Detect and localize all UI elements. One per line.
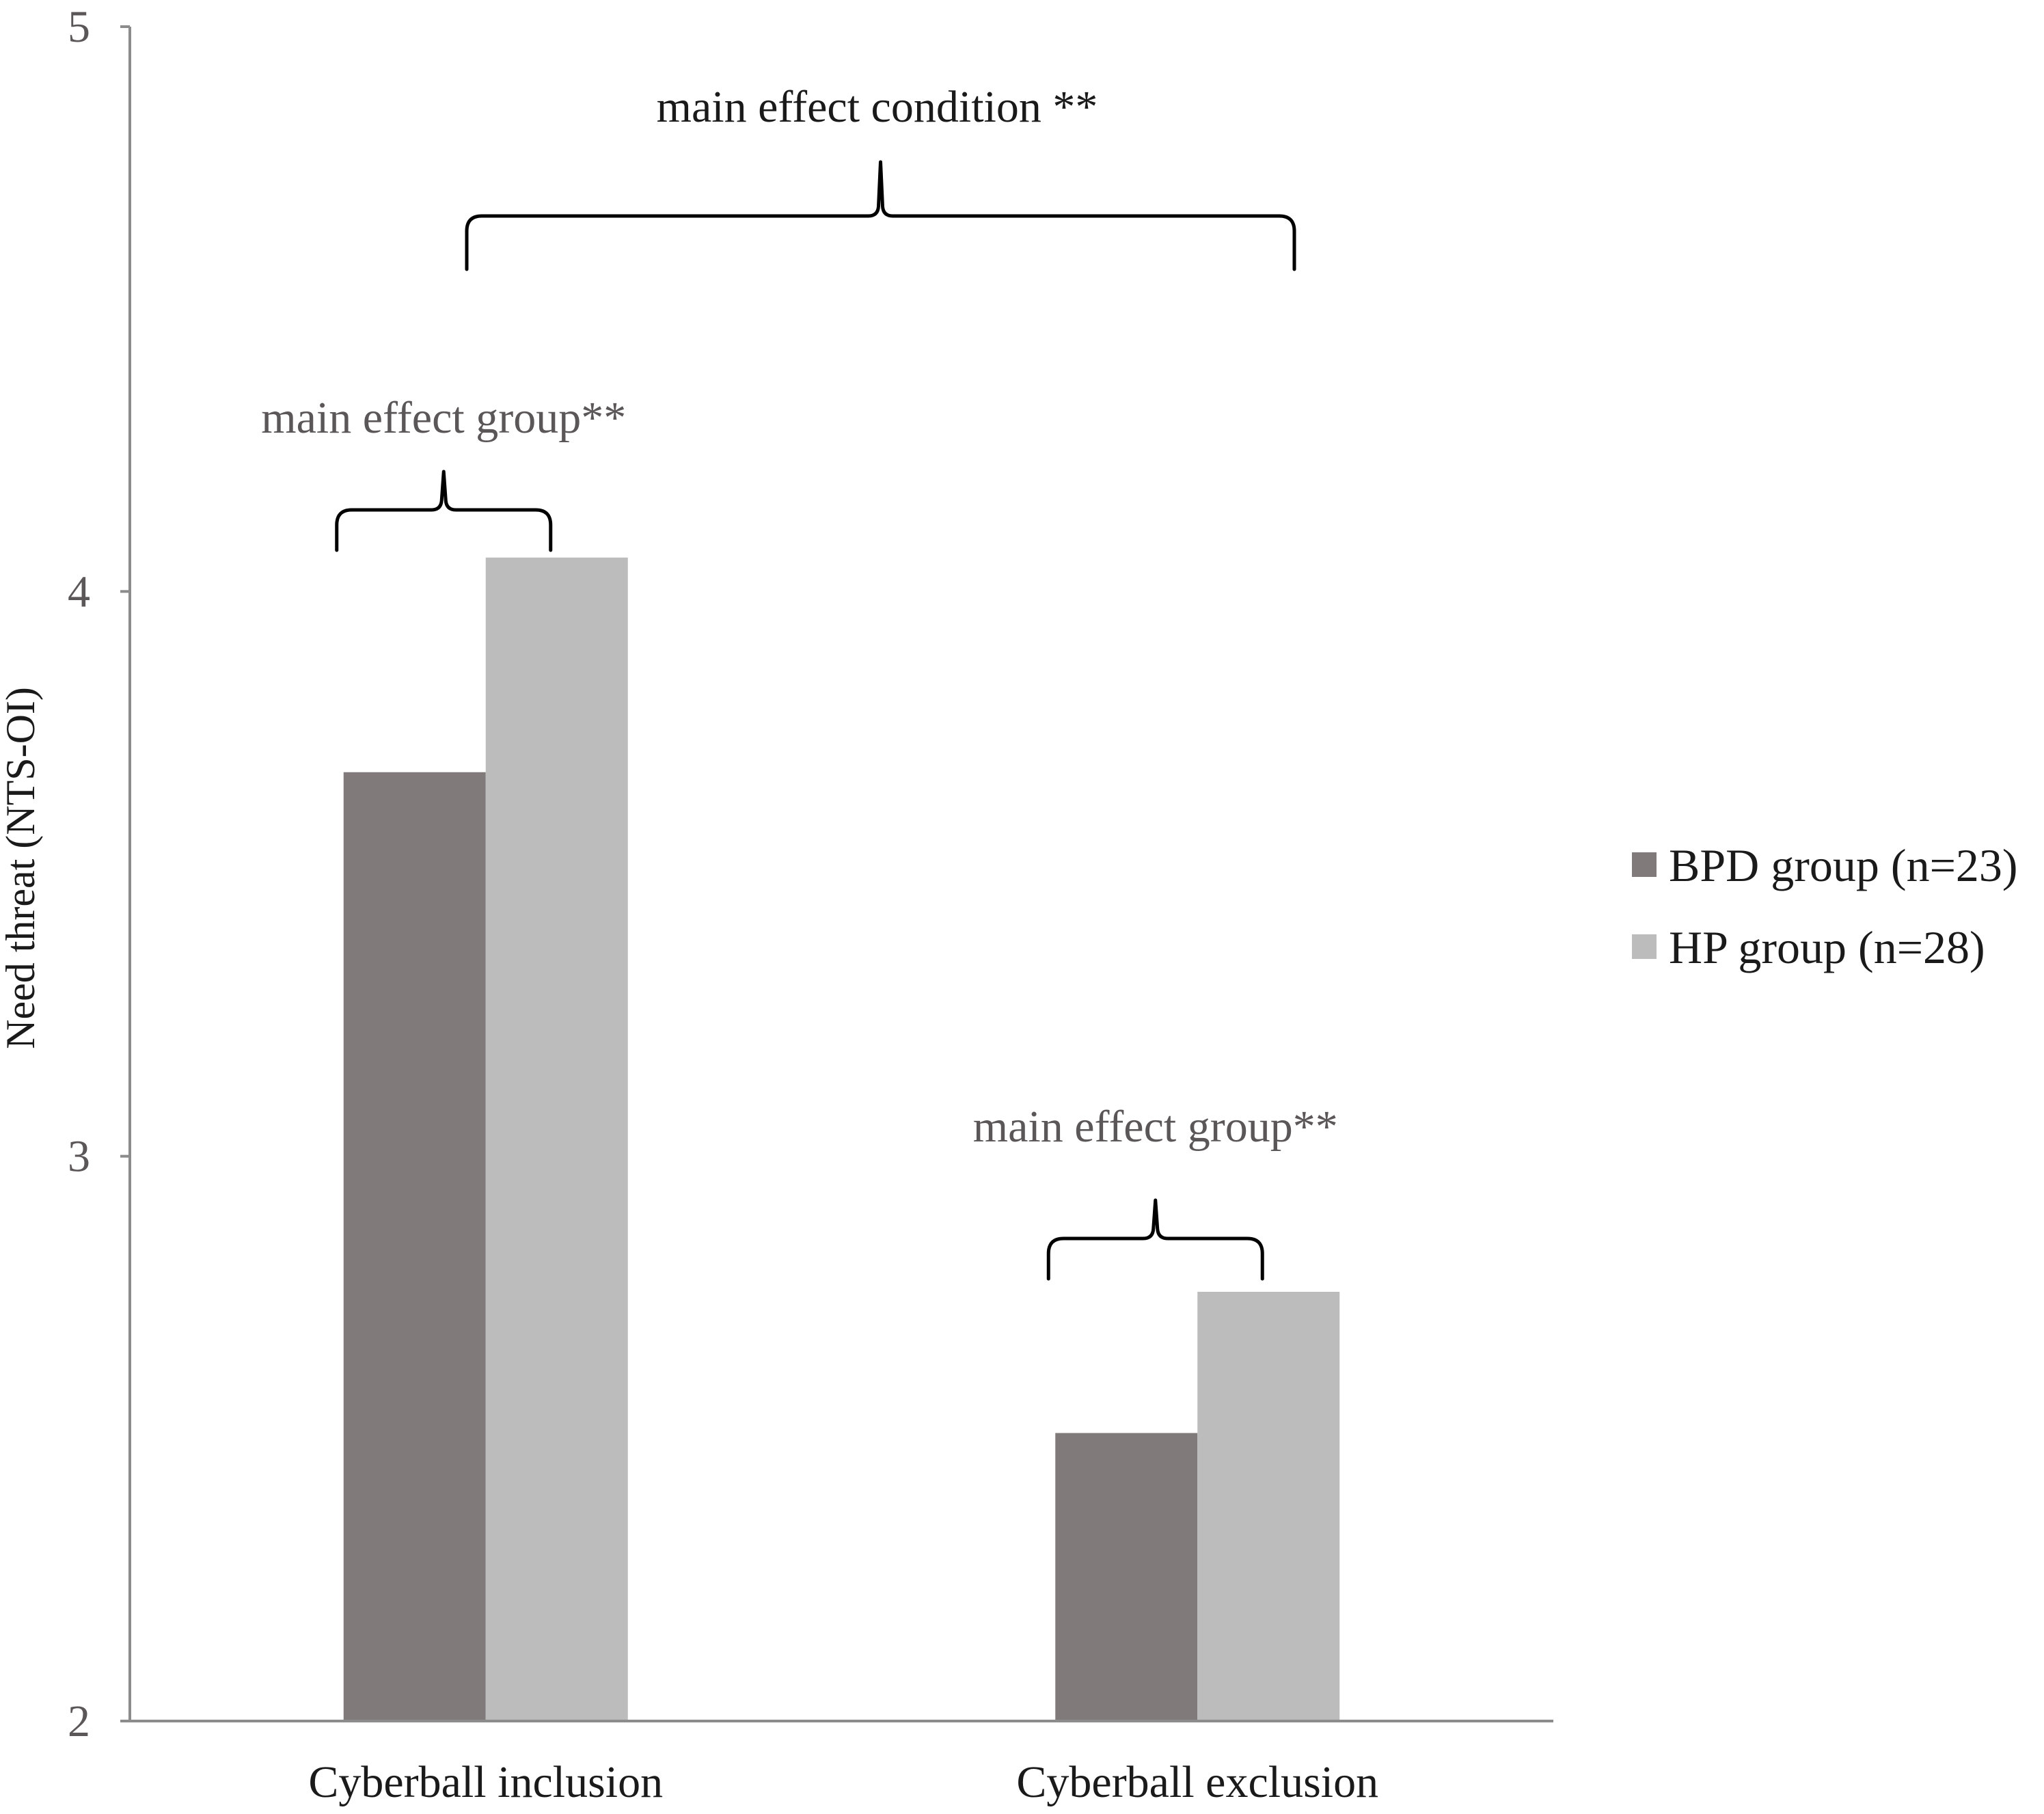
legend-label: BPD group (n=23) <box>1669 839 2018 891</box>
y-tick-label: 3 <box>68 1132 90 1182</box>
annotation-group-exclusion: main effect group** <box>973 1102 1338 1152</box>
braces-group <box>335 160 1296 1281</box>
x-labels-group: Cyberball inclusion Cyberball exclusion <box>308 1757 1378 1807</box>
y-tick-label: 2 <box>68 1696 90 1746</box>
y-tick-label: 4 <box>68 567 90 617</box>
bars-group <box>343 557 1340 1721</box>
legend-label: HP group (n=28) <box>1669 921 1985 973</box>
brace-group-inclusion <box>335 470 553 552</box>
y-tick-label: 5 <box>68 2 90 52</box>
bar-hp-inclusion <box>485 557 628 1721</box>
legend-swatch <box>1632 852 1657 877</box>
brace-group-exclusion <box>1046 1198 1264 1281</box>
legend-swatch <box>1632 934 1657 959</box>
legend: BPD group (n=23) HP group (n=28) <box>1632 839 2018 973</box>
annotation-group-inclusion: main effect group** <box>261 393 626 443</box>
annotation-condition: main effect condition ** <box>657 82 1098 132</box>
brace-condition <box>465 160 1296 271</box>
y-axis-label: Need threat (NTS-OI) <box>0 687 43 1049</box>
x-tick-label: Cyberball inclusion <box>308 1757 663 1807</box>
bar-hp-exclusion <box>1197 1291 1340 1721</box>
x-tick-label: Cyberball exclusion <box>1016 1757 1378 1807</box>
bar-bpd-inclusion <box>343 772 486 1721</box>
y-ticks-group: 2 3 4 5 <box>68 2 130 1746</box>
bar-bpd-exclusion <box>1055 1433 1198 1721</box>
